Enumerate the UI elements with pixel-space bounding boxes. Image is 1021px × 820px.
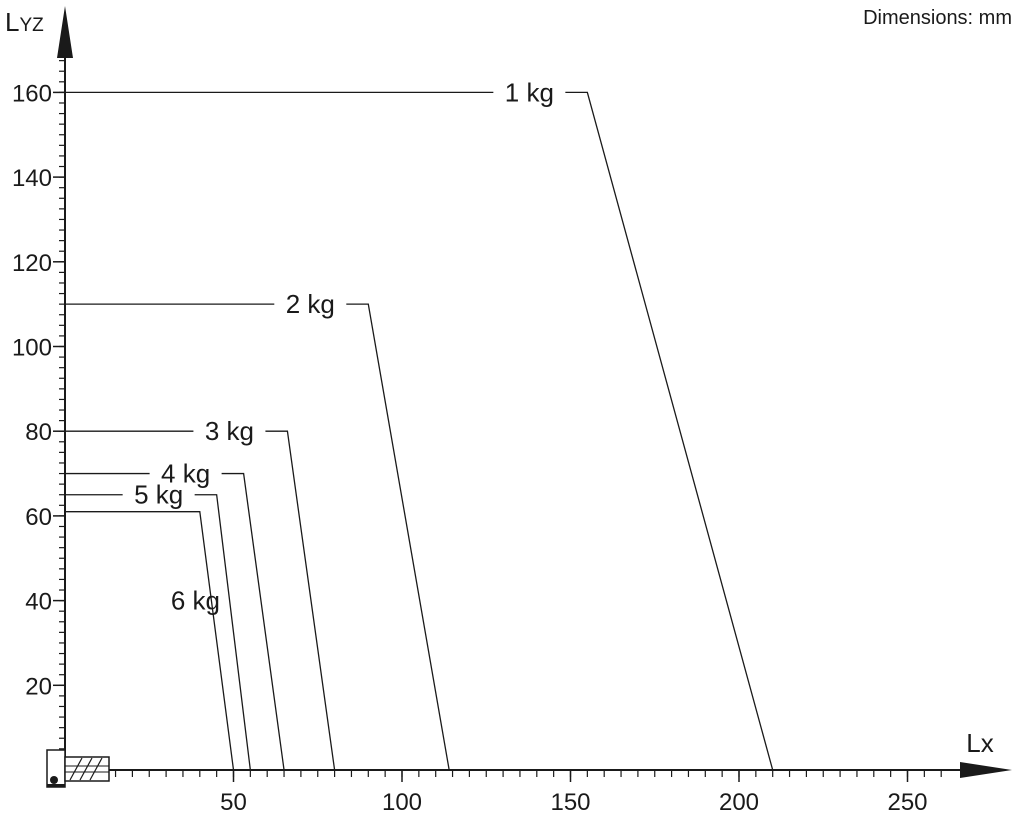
x-axis-arrow: [960, 762, 1012, 778]
x-tick-label: 100: [382, 789, 422, 816]
series-line: [221, 472, 285, 771]
x-tick-label: 150: [550, 789, 590, 816]
y-axis-arrow: [57, 6, 73, 58]
y-tick-label: 160: [12, 80, 52, 107]
y-tick-label: 60: [25, 504, 52, 531]
series-line: [346, 303, 450, 771]
y-tick-label: 80: [25, 419, 52, 446]
dimensions-note: Dimensions: mm: [863, 7, 1012, 29]
minor-ticks: [59, 49, 942, 777]
label-layer: 1 kg 2 kg 3 kg 4 kg5 kg 6 kg: [134, 77, 554, 615]
axes: [57, 6, 1012, 778]
series-line: [194, 494, 251, 771]
major-ticks: 50 100 150 200 250 20 40 60 80 100 120 140 160: [12, 80, 928, 816]
y-tick-label: 20: [25, 673, 52, 700]
series-label: 2 kg: [286, 289, 335, 319]
actuator-icon: [46, 749, 110, 788]
y-tick-label: 120: [12, 250, 52, 277]
series-line: [65, 511, 235, 771]
x-tick-label: 250: [887, 789, 927, 816]
series-label: 5 kg: [134, 480, 183, 510]
x-tick-label: 50: [220, 789, 247, 816]
series-line: [565, 91, 774, 771]
series-label: 3 kg: [205, 416, 254, 446]
y-tick-label: 100: [12, 335, 52, 362]
y-axis-title: LYZ: [5, 7, 44, 37]
x-axis-title: Lx: [966, 728, 993, 758]
series-label: 6 kg: [171, 586, 220, 616]
series-line: [265, 430, 336, 771]
y-tick-label: 40: [25, 589, 52, 616]
y-tick-label: 140: [12, 165, 52, 192]
series-layer: [65, 91, 774, 771]
series-label: 1 kg: [505, 77, 554, 107]
x-tick-label: 200: [719, 789, 759, 816]
series-label: 4 kg: [161, 459, 210, 489]
